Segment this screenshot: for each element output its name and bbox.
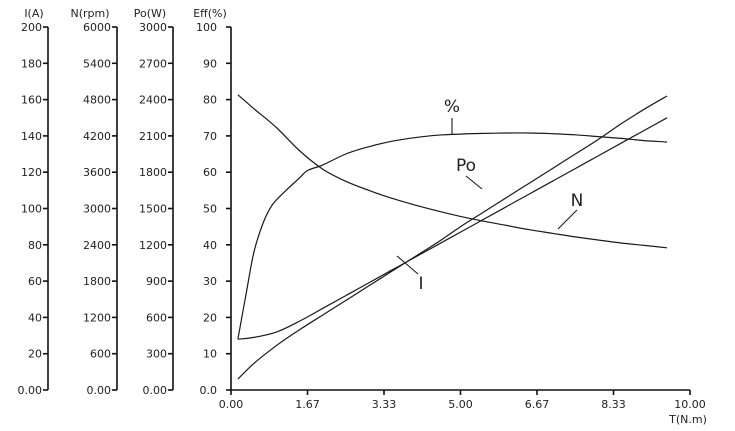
y-tick-label-i: 180 [21,57,42,70]
y-tick-label-eff: 10 [203,348,217,361]
curve-label-output-power: Po [456,156,476,176]
y-axis-title-eff: Eff(%) [193,7,227,20]
x-axis-title: T(N.m) [668,413,707,426]
y-tick-label-n: 4200 [83,130,111,143]
y-tick-label-po: 600 [146,311,167,324]
y-tick-label-po: 3000 [139,21,167,34]
y-tick-label-n: 1800 [83,275,111,288]
curve-label-current: I [418,274,423,294]
series-current-line [237,117,668,340]
x-tick-label: 1.67 [295,398,320,411]
label-efficiency: % [444,97,460,134]
y-tick-label-po: 300 [146,348,167,361]
y-tick-label-po: 2100 [139,130,167,143]
y-axis-i: I(A) 0.00 20 40 60 80 100 120 140 160 180 200 [18,7,49,397]
label-speed: N [557,191,584,230]
y-axes: I(A) 0.00 20 40 60 80 100 120 140 160 180 200 N(rpm)… [18,7,232,397]
y-tick-label-po: 1800 [139,166,167,179]
series-output-power-line [237,95,668,380]
x-tick-label: 0.00 [219,398,244,411]
x-tick-label: 3.33 [372,398,397,411]
y-tick-label-i: 100 [21,203,42,216]
y-tick-label-n: 3000 [83,203,111,216]
y-tick-label-n: 5400 [83,57,111,70]
y-tick-label-i: 80 [28,239,42,252]
y-axis-title-po: Po(W) [134,7,166,20]
y-tick-label-po: 900 [146,275,167,288]
y-tick-label-n: 3600 [83,166,111,179]
x-tick-label: 6.67 [525,398,550,411]
label-current: I [396,255,424,294]
y-tick-label-n: 6000 [83,21,111,34]
y-tick-label-eff: 40 [203,239,217,252]
y-tick-label-eff: 80 [203,94,217,107]
y-tick-label-i: 0.00 [18,384,43,397]
y-tick-label-eff: 50 [203,203,217,216]
x-tick-label: 5.00 [448,398,473,411]
x-tick-label: 8.33 [601,398,626,411]
series-speed-line [237,94,668,249]
y-tick-label-eff: 0.0 [200,384,218,397]
y-axis-n: N(rpm) 0.00 600 1200 1800 2400 3000 3600 4200 480… [70,7,118,397]
x-axis: 0.00 1.67 3.33 5.00 6.67 8.33 10.00 T(N.m) [219,389,707,426]
y-axis-title-n: N(rpm) [70,7,109,20]
y-tick-label-po: 2700 [139,57,167,70]
y-tick-label-n: 2400 [83,239,111,252]
y-tick-label-po: 1200 [139,239,167,252]
y-tick-label-i: 40 [28,311,42,324]
x-tick-label: 10.00 [674,398,706,411]
y-tick-label-i: 60 [28,275,42,288]
y-tick-label-eff: 60 [203,166,217,179]
y-axis-eff: Eff(%) 0.0 10 20 30 40 50 60 70 80 90 100 [193,7,232,397]
y-tick-label-i: 140 [21,130,42,143]
y-tick-label-n: 1200 [83,311,111,324]
series-curves [237,94,668,380]
leader-line-speed [557,209,578,230]
y-tick-label-po: 1500 [139,203,167,216]
leader-line-output-power [465,175,483,190]
curve-label-efficiency: % [444,97,460,117]
y-tick-label-n: 4800 [83,94,111,107]
y-tick-label-n: 600 [90,348,111,361]
y-tick-label-eff: 90 [203,57,217,70]
y-tick-label-eff: 70 [203,130,217,143]
leader-line-current [396,255,419,275]
y-tick-label-eff: 20 [203,311,217,324]
label-output-power: Po [456,156,483,190]
curve-label-speed: N [571,191,584,211]
y-tick-label-n: 0.00 [87,384,112,397]
y-tick-label-i: 200 [21,21,42,34]
y-tick-label-i: 120 [21,166,42,179]
y-axis-title-i: I(A) [24,7,43,20]
y-tick-label-eff: 100 [196,21,217,34]
y-axis-po: Po(W) 0.00 300 600 900 1200 1500 1800 2100 2400 27… [134,7,174,397]
y-tick-label-po: 2400 [139,94,167,107]
series-efficiency-line [237,132,668,340]
curve-labels: % Po N I [396,97,584,294]
y-tick-label-eff: 30 [203,275,217,288]
y-tick-label-po: 0.00 [143,384,168,397]
y-tick-label-i: 160 [21,94,42,107]
y-tick-label-i: 20 [28,348,42,361]
